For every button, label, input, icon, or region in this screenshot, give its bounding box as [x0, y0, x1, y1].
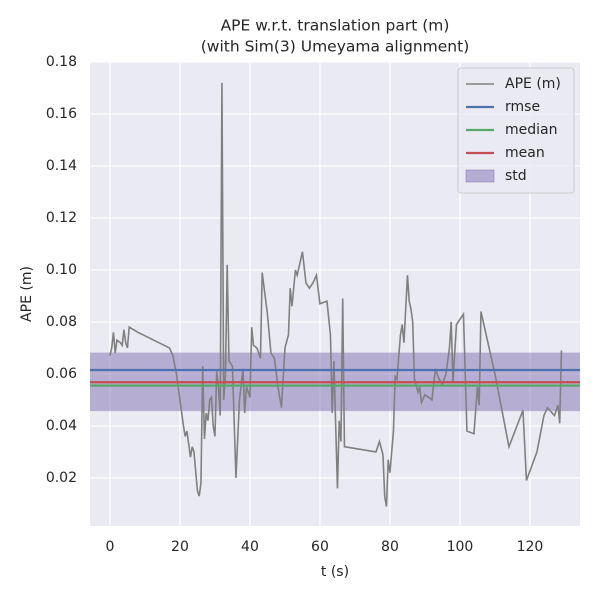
- legend-label: median: [505, 122, 557, 138]
- y-tick-label: 0.12: [46, 210, 77, 226]
- legend-swatch: [465, 169, 495, 183]
- y-tick-label: 0.08: [46, 314, 77, 330]
- y-axis-label: APE (m): [19, 266, 35, 322]
- x-tick-label: 120: [517, 539, 544, 555]
- legend-label: APE (m): [505, 76, 561, 92]
- y-tick-label: 0.04: [46, 418, 77, 434]
- legend-box: [457, 67, 575, 194]
- x-tick-label: 80: [381, 539, 399, 555]
- y-tick-label: 0.02: [46, 470, 77, 486]
- x-tick-label: 0: [105, 539, 114, 555]
- legend-label: std: [505, 168, 527, 184]
- legend-label: rmse: [505, 99, 540, 115]
- x-axis-label: t (s): [321, 564, 349, 580]
- y-tick-label: 0.06: [46, 366, 77, 382]
- y-tick-label: 0.16: [46, 106, 77, 122]
- x-tick-label: 60: [311, 539, 329, 555]
- chart-title: APE w.r.t. translation part (m): [221, 17, 450, 35]
- y-tick-label: 0.18: [46, 54, 77, 70]
- ape-line: [109, 82, 563, 507]
- y-tick-label: 0.14: [46, 158, 77, 174]
- legend-label: mean: [505, 145, 545, 161]
- y-tick-label: 0.10: [46, 262, 77, 278]
- x-tick-label: 100: [447, 539, 474, 555]
- chart-subtitle: (with Sim(3) Umeyama alignment): [201, 38, 470, 56]
- x-tick-label: 40: [241, 539, 259, 555]
- legend: APE (m) rmse median mean std: [457, 67, 575, 194]
- x-tick-label: 20: [171, 539, 189, 555]
